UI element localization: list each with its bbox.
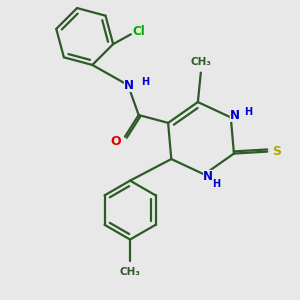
Text: S: S	[272, 145, 281, 158]
Text: N: N	[230, 109, 240, 122]
Text: N: N	[203, 170, 213, 183]
Text: H: H	[212, 179, 220, 189]
Text: CH₃: CH₃	[190, 57, 211, 67]
Text: CH₃: CH₃	[120, 267, 141, 277]
Text: Cl: Cl	[132, 25, 145, 38]
Text: O: O	[111, 135, 122, 148]
Text: H: H	[141, 77, 149, 87]
Text: H: H	[244, 107, 253, 118]
Text: N: N	[124, 79, 134, 92]
